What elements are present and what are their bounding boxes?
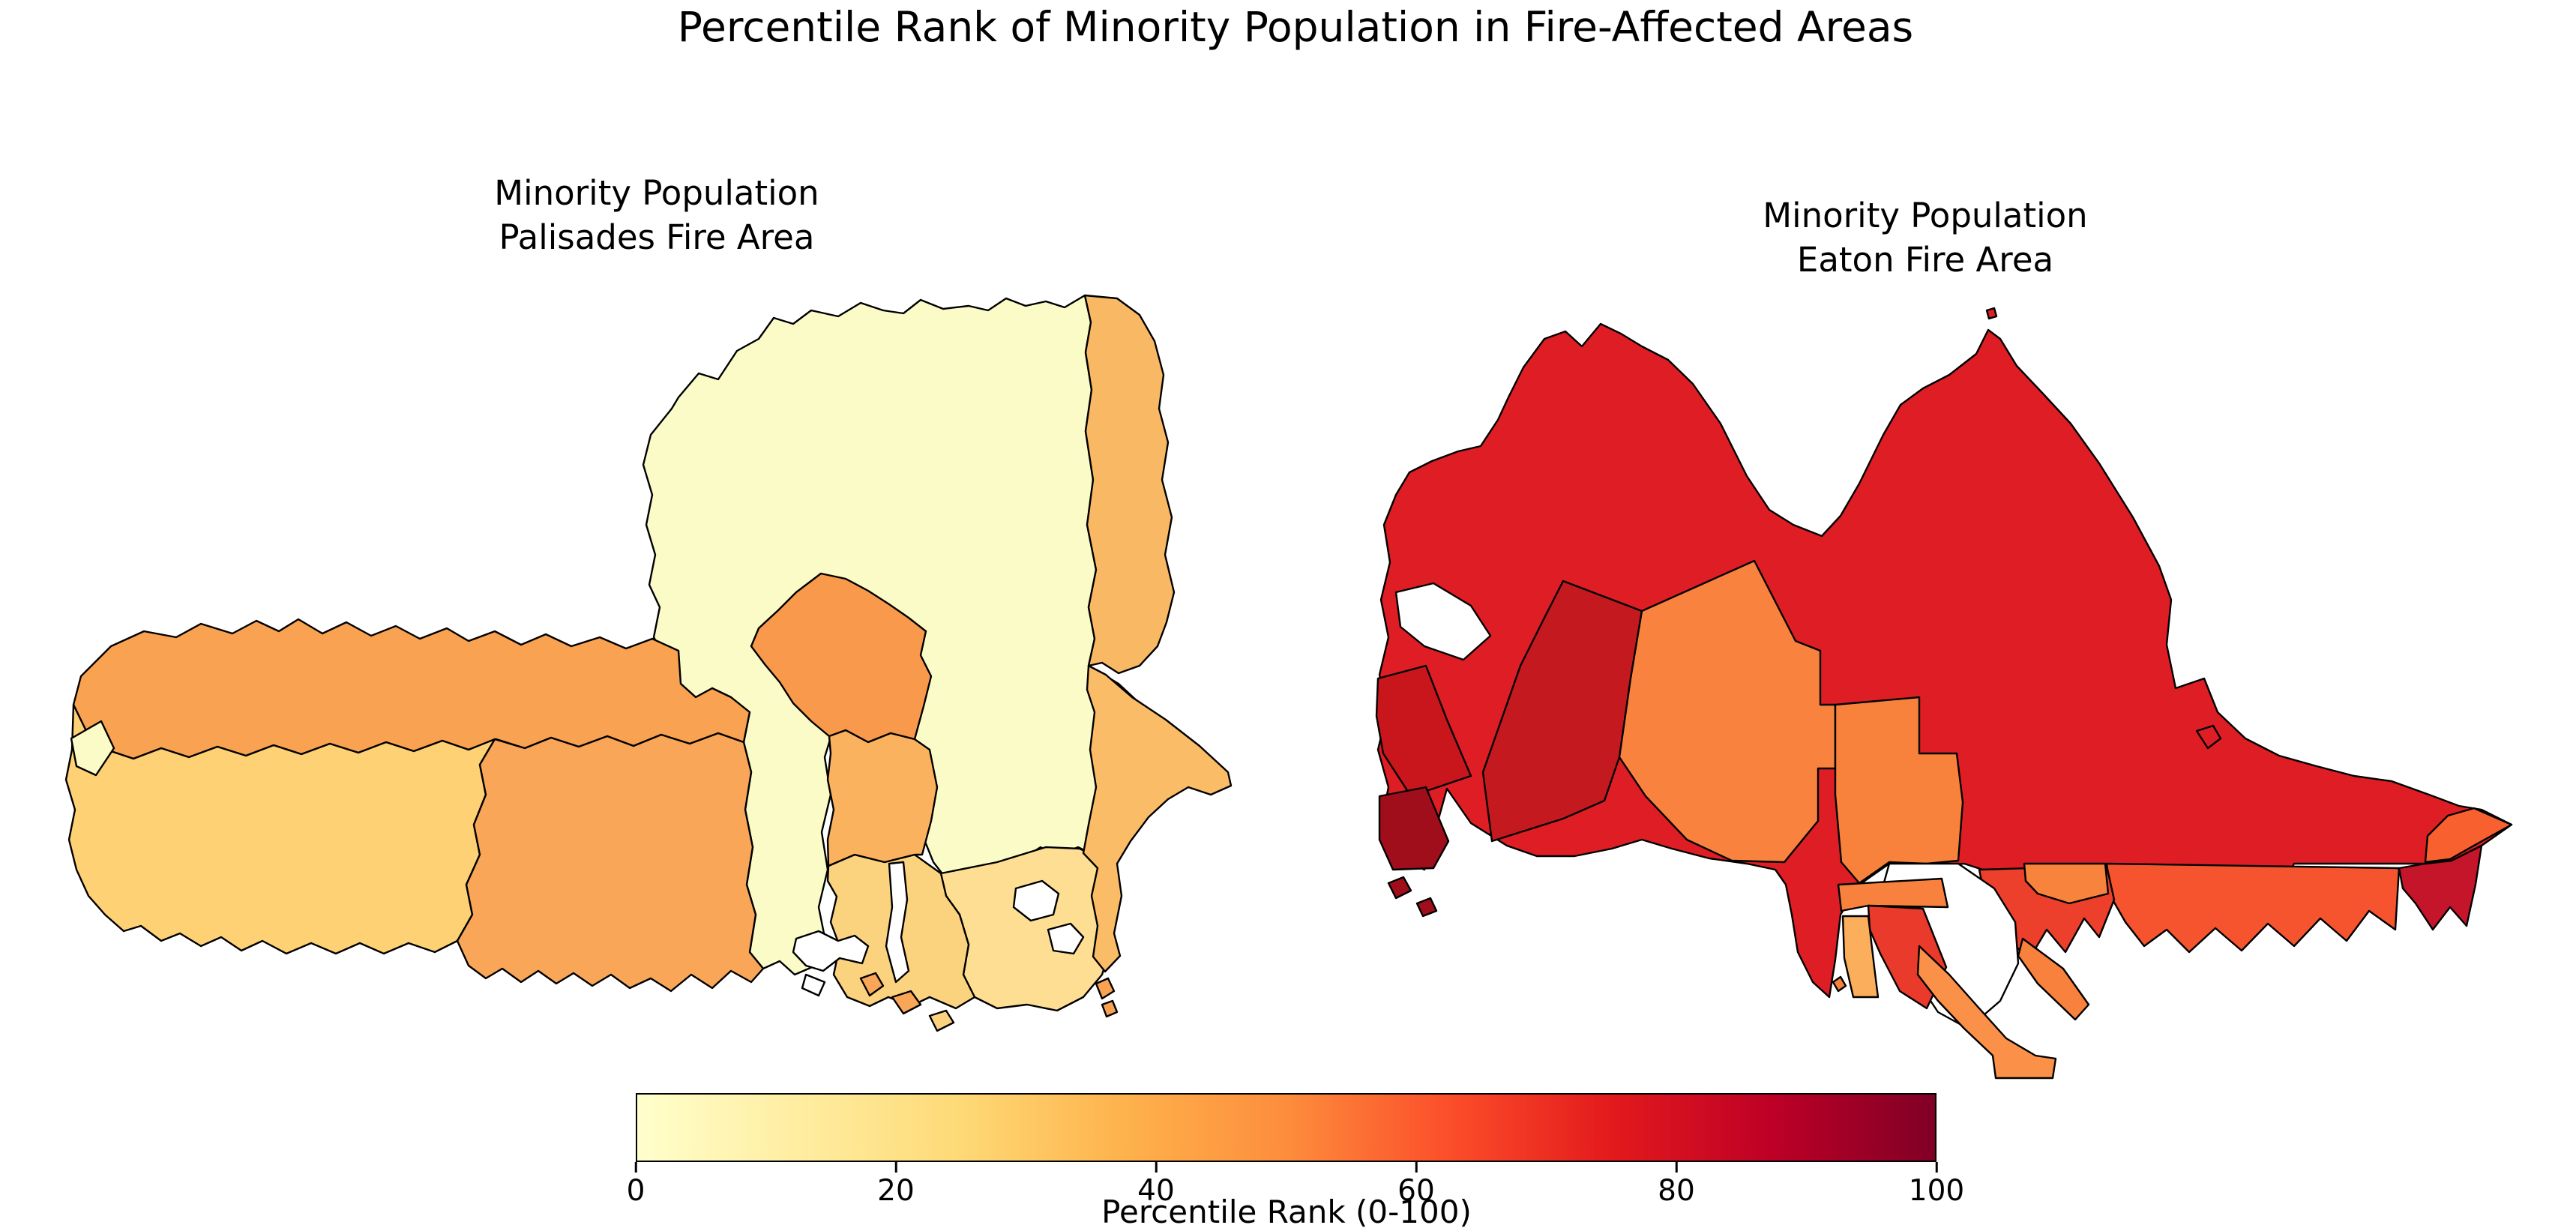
eaton-fire-map: [1375, 307, 2513, 1080]
eaton-tract-dot-island: [1832, 975, 1847, 993]
palisades-tract-lake-1: [1012, 879, 1060, 922]
colorbar-tick-label: 20: [877, 1174, 915, 1208]
palisades-tract-mid-medium-orange: [826, 729, 939, 867]
palisades-subtitle-line-2: Palisades Fire Area: [499, 217, 815, 258]
colorbar-tick-mark: [1675, 1162, 1678, 1173]
palisades-tract-island-5: [1101, 999, 1119, 1018]
eaton-tract-east-tip-orange: [2424, 807, 2513, 864]
palisades-tract-lagoon-small: [801, 973, 826, 997]
colorbar-gradient: [636, 1093, 1936, 1162]
colorbar-tick-mark: [1935, 1162, 1938, 1173]
palisades-tract-island-2: [891, 990, 922, 1015]
eaton-tract-south-orange-piece: [2023, 862, 2110, 905]
palisades-tract-inlet: [885, 861, 910, 984]
eaton-tract-bay-orange-strip: [1837, 877, 1949, 912]
figure-title: Percentile Rank of Minority Population i…: [677, 3, 1914, 51]
palisades-tract-island-3: [928, 1009, 955, 1032]
eaton-tract-maroon-island-1: [1387, 876, 1412, 900]
palisades-tract-island-4: [1095, 977, 1116, 1000]
eaton-map-subtitle: Minority Population Eaton Fire Area: [1763, 193, 2087, 283]
eaton-tract-slant-sliver: [2017, 937, 2090, 1021]
eaton-tract-maroon-island-2: [1415, 897, 1438, 918]
palisades-fire-map: [64, 294, 1233, 1032]
eaton-tract-west-coast-dark-red: [1375, 664, 1472, 798]
palisades-tract-south-orange: [456, 732, 765, 993]
palisades-tract-lake-2: [1047, 922, 1085, 955]
palisades-tract-west-tip-cream: [70, 720, 115, 777]
eaton-tract-peak-dot: [1985, 307, 1998, 320]
colorbar-tick-label: 60: [1397, 1174, 1435, 1208]
palisades-tract-lagoon: [792, 930, 870, 972]
colorbar-axis-label: Percentile Rank (0-100): [1101, 1194, 1472, 1230]
eaton-tract-hook-peninsula: [1916, 945, 2057, 1080]
palisades-tract-island-1: [859, 972, 885, 997]
eaton-tract-center-orange-wedge: [1618, 559, 1837, 864]
eaton-tract-center-orange-east: [1834, 696, 1964, 885]
eaton-tract-south-band: [2105, 862, 2401, 954]
palisades-subtitle-line-1: Minority Population: [494, 173, 819, 213]
colorbar-tick-mark: [894, 1162, 897, 1173]
colorbar-tick-label: 100: [1908, 1174, 1965, 1208]
eaton-tract-bay-yellow-strip: [1841, 915, 1880, 999]
colorbar-tick-label: 80: [1658, 1174, 1695, 1208]
colorbar-tick-mark: [1155, 1162, 1158, 1173]
palisades-map-subtitle: Minority Population Palisades Fire Area: [494, 171, 819, 260]
colorbar-tick-label: 40: [1137, 1174, 1175, 1208]
palisades-tract-nw-arm: [72, 618, 751, 760]
eaton-tract-sw-maroon: [1378, 786, 1450, 871]
colorbar-tick-label: 0: [626, 1174, 645, 1208]
eaton-tract-se-crimson: [2398, 844, 2483, 931]
eaton-subtitle-line-1: Minority Population: [1763, 196, 2088, 235]
palisades-tract-se-coastal-strip: [1082, 664, 1233, 973]
eaton-tract-nw-bay: [1394, 582, 1492, 661]
eaton-tract-east-bay-island: [2195, 724, 2222, 750]
eaton-subtitle-line-2: Eaton Fire Area: [1796, 240, 2054, 280]
colorbar-tick-mark: [634, 1162, 637, 1173]
colorbar-tick-mark: [1415, 1162, 1418, 1173]
palisades-tract-east-coastal-band: [1083, 294, 1176, 675]
